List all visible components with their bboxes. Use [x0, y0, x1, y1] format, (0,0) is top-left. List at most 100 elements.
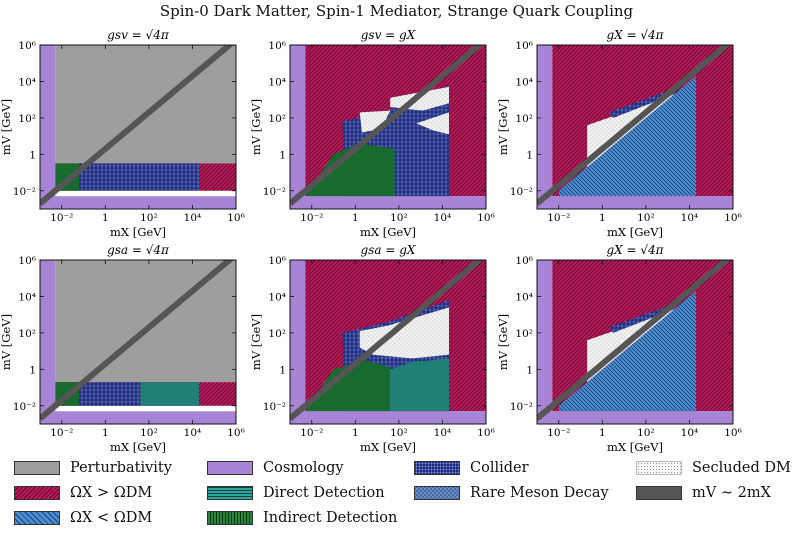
mv-2mx-line	[290, 260, 485, 421]
legend-swatch-mv-line	[636, 486, 682, 500]
panel-3: 10⁻² 10⁻² 1 1 10² 10² 10⁴ 10⁴ 10⁶ 10⁶ gX = √4π mX […	[496, 28, 742, 239]
legend: Perturbativity ΩX > ΩDM ΩX < ΩDM Cosmolo…	[0, 455, 793, 537]
y-tick-label: 10⁻²	[263, 186, 286, 198]
region-cosmology	[537, 196, 733, 209]
x-tick-label: 10⁶	[227, 212, 245, 224]
region-collider	[79, 163, 199, 191]
x-axis-label: mX [GeV]	[110, 440, 166, 454]
panel-title: gsa = gX	[361, 243, 416, 257]
legend-label-indirect-detection: Indirect Detection	[263, 510, 398, 526]
x-tick-label: 1	[102, 427, 109, 439]
legend-label-cosmology: Cosmology	[263, 460, 344, 476]
x-tick-label: 10⁴	[434, 212, 452, 224]
legend-label-rare-meson-decay: Rare Meson Decay	[470, 485, 609, 501]
y-tick-label: 10⁻²	[13, 186, 36, 198]
legend-swatch-rare-meson-decay	[414, 486, 460, 500]
plot-area	[537, 260, 733, 424]
region-direct-detection	[140, 382, 199, 406]
y-tick-label: 1	[279, 149, 286, 161]
x-tick-label: 10⁴	[681, 212, 699, 224]
axes-frame	[289, 259, 487, 425]
x-axis-label: mX [GeV]	[360, 225, 416, 239]
y-tick-label: 10⁻²	[263, 401, 286, 413]
y-tick-label: 10⁴	[18, 76, 36, 88]
region-cosmology	[290, 196, 486, 209]
legend-item-secluded: Secluded DM	[636, 458, 791, 478]
legend-label-secluded: Secluded DM	[692, 460, 791, 476]
x-tick-label: 10²	[637, 212, 655, 224]
x-tick-label: 10⁶	[477, 427, 495, 439]
plot-area	[537, 45, 733, 209]
x-tick-label: 10⁻²	[547, 212, 570, 224]
x-tick-label: 10⁶	[724, 427, 742, 439]
y-tick-label: 1	[29, 364, 36, 376]
region-collider	[608, 303, 675, 333]
x-tick-label: 10⁴	[681, 427, 699, 439]
y-axis-label: mV [GeV]	[249, 99, 263, 155]
y-axis-label: mV [GeV]	[0, 99, 13, 155]
region-collider	[608, 88, 675, 118]
y-tick-label: 10²	[515, 328, 533, 340]
x-tick-label: 1	[352, 212, 359, 224]
y-tick-label: 1	[29, 149, 36, 161]
legend-label-mv-line: mV ∼ 2mX	[692, 485, 771, 501]
y-tick-label: 10⁴	[268, 291, 286, 303]
y-tick-label: 10⁻²	[13, 401, 36, 413]
x-tick-label: 1	[599, 427, 606, 439]
mv-2mx-line	[40, 260, 235, 421]
region-cosmology	[290, 411, 486, 424]
region-cosmology	[537, 45, 553, 209]
axes-frame	[289, 44, 487, 210]
panel-title: gX = √4π	[606, 243, 664, 257]
y-tick-label: 10⁶	[18, 255, 36, 267]
mv-2mx-line	[290, 45, 485, 206]
panel-5: 10⁻² 10⁻² 1 1 10² 10² 10⁴ 10⁴ 10⁶ 10⁶ gsa = gX mX […	[249, 243, 495, 454]
y-axis-label: mV [GeV]	[496, 314, 510, 370]
legend-item-mv-line: mV ∼ 2mX	[636, 483, 771, 503]
x-tick-label: 10⁴	[184, 212, 202, 224]
x-tick-label: 10⁶	[477, 212, 495, 224]
legend-item-indirect-detection: Indirect Detection	[207, 508, 397, 528]
legend-label-overabundant: ΩX > ΩDM	[70, 485, 153, 501]
plot-area	[40, 260, 236, 424]
panel-2: 10⁻² 10⁻² 1 1 10² 10² 10⁴ 10⁴ 10⁶ 10⁶ gsv = gX mX […	[249, 28, 495, 239]
y-tick-label: 10²	[268, 328, 286, 340]
x-tick-label: 10²	[140, 212, 158, 224]
legend-item-rare-meson-decay: Rare Meson Decay	[414, 483, 609, 503]
legend-item-cosmology: Cosmology	[207, 458, 344, 478]
y-tick-label: 1	[279, 364, 286, 376]
x-tick-label: 10⁻²	[300, 212, 323, 224]
region-cosmology	[290, 45, 306, 209]
y-tick-label: 10⁻²	[510, 401, 533, 413]
region-collider	[79, 382, 141, 406]
axes-frame	[39, 44, 237, 210]
x-tick-label: 10⁴	[184, 427, 202, 439]
mv-2mx-line	[40, 45, 235, 206]
legend-swatch-overabundant	[14, 486, 60, 500]
legend-swatch-collider	[414, 461, 460, 475]
y-tick-label: 10⁴	[515, 291, 533, 303]
panel-1: 10⁻² 10⁻² 1 1 10² 10² 10⁴ 10⁴ 10⁶ 10⁶ gsv = √4π mX …	[0, 28, 245, 239]
region-indirect-detection	[305, 143, 395, 197]
x-tick-label: 10⁻²	[50, 212, 73, 224]
y-tick-label: 10⁶	[268, 40, 286, 52]
legend-swatch-underabundant	[14, 511, 60, 525]
region-cosmology	[537, 411, 733, 424]
x-tick-label: 10⁻²	[300, 427, 323, 439]
legend-label-direct-detection: Direct Detection	[263, 485, 385, 501]
mv-2mx-line	[537, 260, 732, 421]
legend-swatch-direct-detection	[207, 486, 253, 500]
y-tick-label: 10²	[18, 328, 36, 340]
region-secluded	[359, 110, 391, 133]
axes-frame	[39, 259, 237, 425]
x-tick-label: 10⁴	[434, 427, 452, 439]
legend-label-perturbativity: Perturbativity	[70, 460, 172, 476]
y-tick-label: 10⁴	[18, 291, 36, 303]
x-tick-label: 10²	[390, 212, 408, 224]
y-tick-label: 10⁶	[18, 40, 36, 52]
y-tick-label: 1	[526, 149, 533, 161]
x-tick-label: 1	[102, 212, 109, 224]
panel-6: 10⁻² 10⁻² 1 1 10² 10² 10⁴ 10⁴ 10⁶ 10⁶ gX = √4π mX […	[496, 243, 742, 454]
region-cosmology	[290, 260, 306, 424]
y-axis-label: mV [GeV]	[249, 314, 263, 370]
